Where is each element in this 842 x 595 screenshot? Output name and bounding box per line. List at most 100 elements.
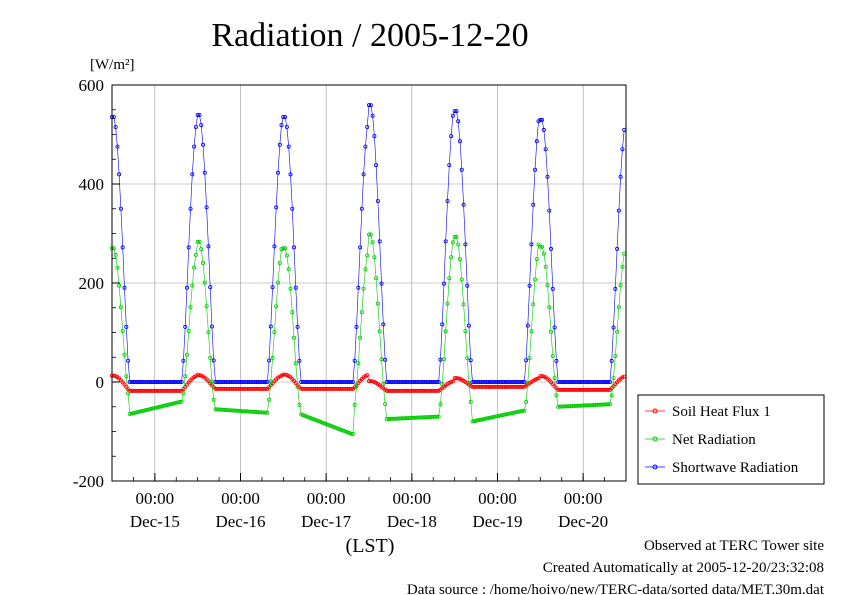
data-point xyxy=(554,393,559,398)
data-point xyxy=(504,412,509,417)
data-point xyxy=(438,357,443,362)
data-point xyxy=(372,134,377,139)
data-point xyxy=(472,419,477,424)
data-point xyxy=(293,361,298,366)
data-point xyxy=(293,285,298,290)
data-point xyxy=(158,379,163,384)
data-point xyxy=(115,265,120,270)
data-point xyxy=(379,357,384,362)
data-point xyxy=(275,280,280,285)
data-point xyxy=(500,412,505,417)
data-point xyxy=(491,414,496,419)
data-point xyxy=(375,198,380,203)
legend-box xyxy=(637,394,825,485)
data-point xyxy=(133,388,138,393)
data-point xyxy=(436,379,441,384)
data-point xyxy=(175,379,180,384)
data-point xyxy=(247,409,252,414)
data-point xyxy=(349,431,354,436)
data-point xyxy=(297,402,302,407)
data-point xyxy=(520,379,525,384)
data-point xyxy=(197,373,202,378)
data-point xyxy=(381,322,386,327)
data-point xyxy=(215,407,220,412)
data-point xyxy=(154,405,159,410)
data-point xyxy=(299,412,304,417)
data-point xyxy=(486,415,491,420)
data-point xyxy=(150,406,155,411)
data-point xyxy=(588,403,593,408)
data-point xyxy=(177,399,182,404)
data-point xyxy=(270,355,275,360)
data-point xyxy=(515,409,520,414)
data-point xyxy=(209,324,214,329)
data-point xyxy=(456,376,461,381)
data-point xyxy=(565,404,570,409)
data-point xyxy=(549,329,554,334)
data-point xyxy=(618,283,623,288)
data-point xyxy=(525,323,530,328)
data-point xyxy=(291,245,296,250)
data-point xyxy=(490,415,495,420)
data-point xyxy=(534,257,539,262)
data-point xyxy=(366,232,371,237)
data-point xyxy=(267,397,272,402)
data-point xyxy=(143,379,148,384)
data-point xyxy=(275,170,280,175)
data-point xyxy=(227,408,232,413)
data-point xyxy=(297,358,302,363)
data-point xyxy=(168,402,173,407)
data-point xyxy=(561,404,566,409)
data-point xyxy=(479,417,484,422)
data-point xyxy=(572,403,577,408)
data-point xyxy=(138,409,143,414)
data-point xyxy=(225,386,230,391)
data-point xyxy=(374,276,379,281)
data-point xyxy=(474,418,479,423)
data-point xyxy=(113,125,118,130)
data-point xyxy=(290,206,295,211)
data-point xyxy=(606,402,611,407)
data-point xyxy=(459,167,464,172)
data-point xyxy=(272,330,277,335)
x-tick-time-label: 00:00 xyxy=(135,489,174,508)
series-layer xyxy=(110,103,627,436)
data-point xyxy=(524,399,529,404)
data-point xyxy=(599,402,604,407)
data-point xyxy=(509,411,514,416)
data-point xyxy=(190,172,195,177)
data-point xyxy=(245,409,250,414)
data-point xyxy=(181,391,186,396)
data-point xyxy=(407,415,412,420)
data-point xyxy=(156,388,161,393)
y-tick-label: 200 xyxy=(79,274,105,293)
data-point xyxy=(513,410,518,415)
data-point xyxy=(202,280,207,285)
data-point xyxy=(606,387,611,392)
y-ticks: -200 0 200 400 600 xyxy=(73,76,120,491)
data-point xyxy=(540,244,545,249)
y-tick-label: -200 xyxy=(73,472,104,491)
data-point xyxy=(350,379,355,384)
data-point xyxy=(199,123,204,128)
data-point xyxy=(170,401,175,406)
data-point xyxy=(468,358,473,363)
data-point xyxy=(268,324,273,329)
data-point xyxy=(579,403,584,408)
data-point xyxy=(274,304,279,309)
data-point xyxy=(481,417,486,422)
data-point xyxy=(136,409,141,414)
data-point xyxy=(224,379,229,384)
data-point xyxy=(409,415,414,420)
data-point xyxy=(186,245,191,250)
data-point xyxy=(113,252,118,257)
data-point xyxy=(341,428,346,433)
data-point xyxy=(436,414,441,419)
data-point xyxy=(450,379,455,384)
data-point xyxy=(327,423,332,428)
series-soil-heat-flux-1 xyxy=(110,372,627,393)
data-point xyxy=(170,379,175,384)
data-point xyxy=(354,324,359,329)
data-point xyxy=(359,310,364,315)
